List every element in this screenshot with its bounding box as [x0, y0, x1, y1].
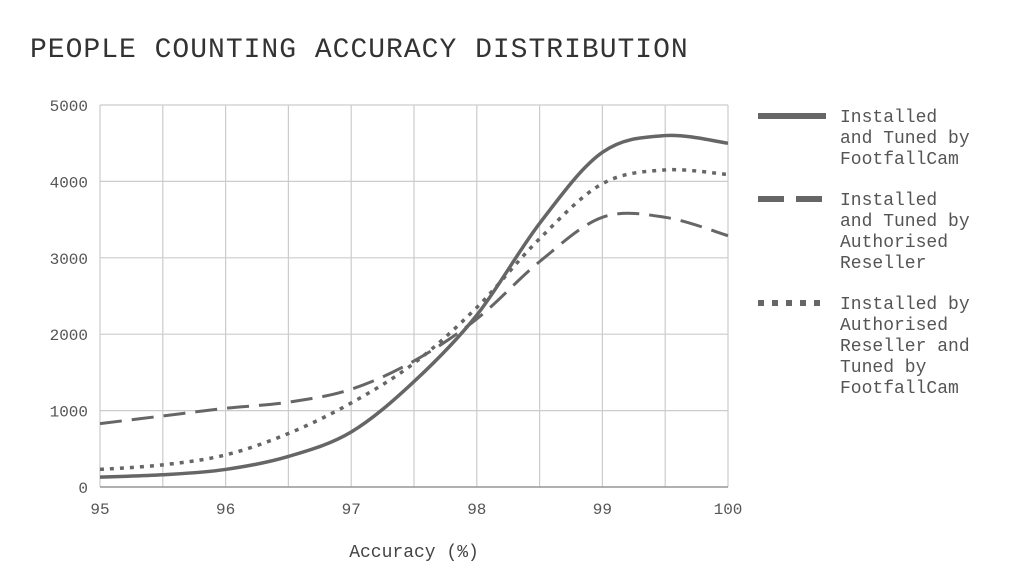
legend-label-line: Authorised	[840, 233, 948, 253]
legend-label-line: FootfallCam	[840, 379, 959, 399]
axes: 0 1000 2000 3000 4000 5000 95 96 97 98 99 100	[50, 98, 743, 519]
x-axis-label: Accuracy (%)	[349, 543, 479, 563]
legend-item-3: Installed by Authorised Reseller and Tuned …	[758, 295, 970, 399]
y-tick-label: 2000	[50, 327, 88, 345]
legend-label-line: Authorised	[840, 316, 948, 336]
legend-label-line: FootfallCam	[840, 150, 959, 170]
legend-label-line: and Tuned by	[840, 212, 970, 232]
x-tick-label: 97	[342, 501, 361, 519]
legend-label-line: Reseller	[840, 254, 926, 274]
series-line-2	[99, 211, 729, 426]
series-group	[99, 133, 729, 479]
legend-label-line: Tuned by	[840, 358, 927, 378]
legend-item-1: Installed and Tuned by FootfallCam	[758, 108, 970, 170]
series-line-3	[99, 167, 729, 472]
legend-label-line: and Tuned by	[840, 129, 970, 149]
legend-item-2: Installed and Tuned by Authorised Reseller	[758, 191, 970, 274]
y-tick-label: 3000	[50, 251, 88, 269]
x-tick-label: 100	[714, 501, 743, 519]
legend-label-3: Installed by Authorised Reseller and Tuned …	[840, 295, 970, 399]
y-tick-label: 5000	[50, 98, 88, 116]
legend-label-line: Reseller and	[840, 337, 970, 357]
legend-label-line: Installed	[840, 108, 937, 128]
chart-title: PEOPLE COUNTING ACCURACY DISTRIBUTION	[30, 35, 689, 66]
y-tick-label: 0	[78, 480, 88, 498]
grid	[99, 104, 729, 488]
y-tick-label: 4000	[50, 174, 88, 192]
x-tick-label: 99	[593, 501, 612, 519]
x-tick-label: 98	[467, 501, 486, 519]
x-tick-label: 95	[90, 501, 109, 519]
series-line-1	[99, 133, 729, 479]
legend-label-1: Installed and Tuned by FootfallCam	[840, 108, 970, 170]
x-tick-label: 96	[216, 501, 235, 519]
y-tick-label: 1000	[50, 404, 88, 422]
legend-label-2: Installed and Tuned by Authorised Reseller	[840, 191, 970, 274]
legend: Installed and Tuned by FootfallCamInstalle…	[758, 108, 970, 399]
legend-label-line: Installed by	[840, 295, 970, 315]
legend-label-line: Installed	[840, 191, 937, 211]
